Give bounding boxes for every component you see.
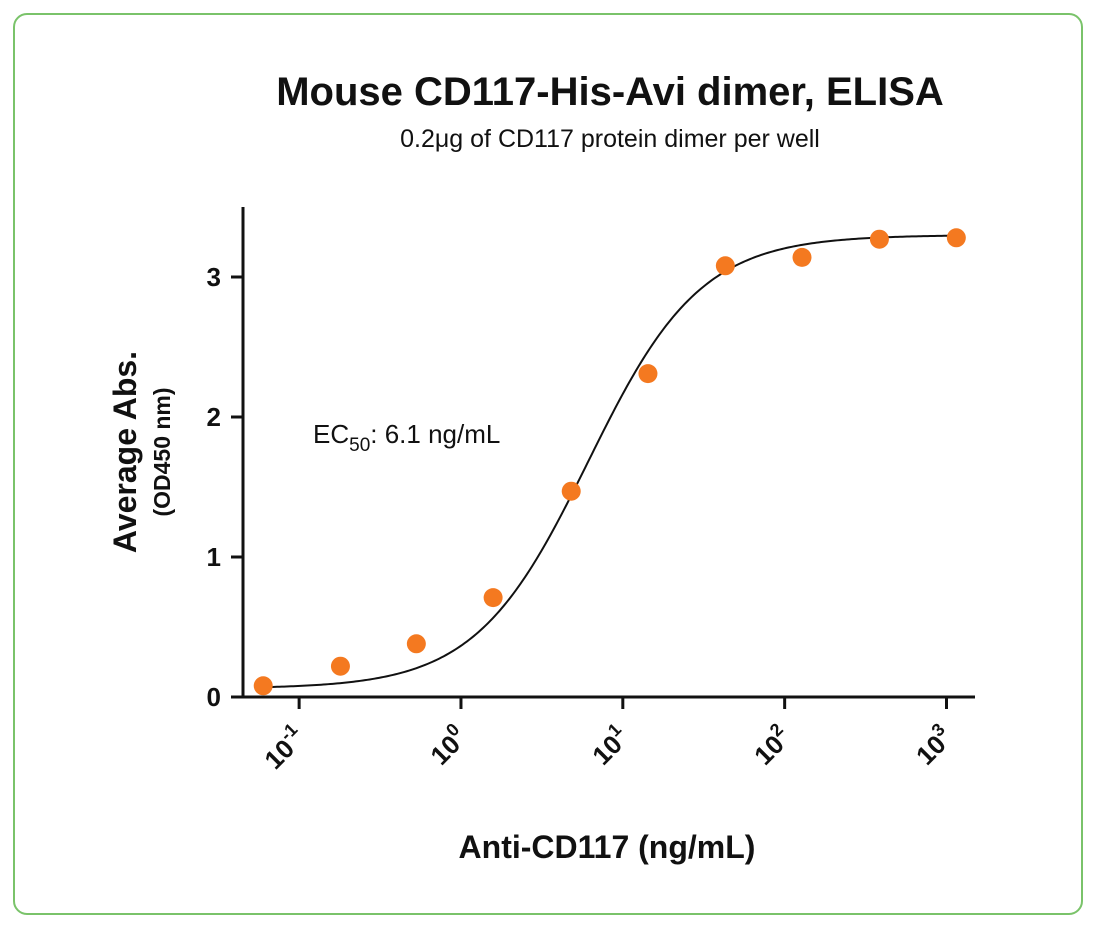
data-point bbox=[792, 247, 812, 267]
y-tick-label: 3 bbox=[207, 262, 221, 292]
data-point bbox=[253, 676, 273, 696]
x-tick-label: 10-1 bbox=[256, 719, 312, 775]
data-point bbox=[406, 634, 426, 654]
chart-title: Mouse CD117-His-Avi dimer, ELISA bbox=[276, 70, 944, 114]
fit-curve bbox=[263, 234, 958, 689]
chart-frame bbox=[13, 13, 1083, 915]
ec50-prefix: EC bbox=[313, 419, 349, 449]
y-tick-label: 0 bbox=[207, 682, 221, 712]
data-point bbox=[330, 656, 350, 676]
x-tick-label: 103 bbox=[907, 719, 959, 771]
axes: 0 1 2 3 10-1 100 101 102 103 bbox=[207, 207, 975, 775]
data-points bbox=[253, 228, 966, 696]
y-axis-title: Average Abs. bbox=[107, 351, 143, 553]
y-axis-subtitle: (OD450 nm) bbox=[149, 387, 175, 516]
y-tick-label: 1 bbox=[207, 542, 221, 572]
chart-subtitle: 0.2μg of CD117 protein dimer per well bbox=[400, 125, 820, 153]
data-point bbox=[715, 256, 735, 276]
data-point bbox=[946, 228, 966, 248]
data-point bbox=[561, 481, 581, 501]
x-axis-title: Anti-CD117 (ng/mL) bbox=[459, 829, 756, 865]
y-tick-label: 2 bbox=[207, 402, 221, 432]
ec50-annotation: EC50: 6.1 ng/mL bbox=[313, 419, 500, 456]
data-point bbox=[638, 364, 658, 384]
x-tick-label: 100 bbox=[422, 719, 474, 771]
ec50-value: : 6.1 ng/mL bbox=[370, 419, 500, 449]
data-point bbox=[483, 588, 503, 608]
x-tick-label: 101 bbox=[583, 719, 635, 771]
x-tick-label: 102 bbox=[745, 719, 797, 771]
data-point bbox=[869, 229, 889, 249]
ec50-subscript: 50 bbox=[349, 435, 370, 456]
